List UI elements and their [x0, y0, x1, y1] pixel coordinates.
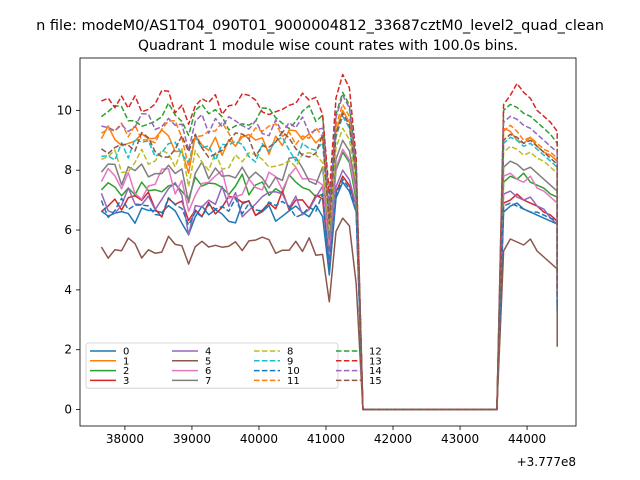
legend-label-14: 14	[369, 366, 382, 377]
series-line-6	[100, 148, 558, 411]
x-offset-label: +3.777e8	[517, 455, 576, 469]
legend-label-2: 2	[123, 366, 129, 377]
series-line-11	[101, 103, 558, 411]
series-line-14	[101, 94, 558, 411]
series-line-15	[100, 112, 558, 411]
legend-label-4: 4	[205, 347, 211, 358]
legend-label-6: 6	[205, 366, 211, 377]
x-tick-label: 38000	[106, 432, 144, 446]
series-line-1	[100, 109, 558, 411]
legend-label-15: 15	[369, 376, 382, 387]
legend-label-5: 5	[205, 356, 211, 367]
series-line-9	[101, 115, 558, 411]
legend-label-9: 9	[287, 356, 293, 367]
series-line-10	[100, 178, 558, 411]
series-line-13	[101, 73, 558, 411]
series-line-4	[100, 169, 558, 411]
series-line-12	[100, 91, 558, 411]
x-tick-label: 39000	[173, 432, 211, 446]
series-line-8	[101, 127, 558, 411]
y-tick-label: 2	[64, 343, 72, 357]
y-tick-label: 6	[64, 223, 72, 237]
legend-label-3: 3	[123, 376, 129, 387]
legend-label-0: 0	[123, 347, 129, 358]
y-tick-label: 0	[64, 403, 72, 417]
legend-label-12: 12	[369, 347, 382, 358]
x-tick-label: 41000	[307, 432, 345, 446]
legend-label-8: 8	[287, 347, 293, 358]
y-tick-label: 8	[64, 163, 72, 177]
legend-label-7: 7	[205, 376, 211, 387]
series-line-2	[100, 151, 558, 411]
y-tick-label: 10	[57, 103, 72, 117]
legend-label-11: 11	[287, 376, 300, 387]
series-line-7	[100, 139, 558, 411]
legend-label-1: 1	[123, 356, 129, 367]
x-axis: 38000 39000 40000 41000 42000 43000 44000	[106, 426, 546, 446]
plot-frame	[79, 57, 577, 427]
series-line-5	[100, 217, 558, 411]
x-tick-label: 44000	[508, 432, 546, 446]
x-tick-label: 43000	[441, 432, 479, 446]
y-axis: 0 2 4 6 8 10	[57, 103, 80, 417]
series-layer	[100, 73, 558, 411]
legend-box	[85, 342, 339, 389]
legend-label-13: 13	[369, 356, 382, 367]
chart-suptitle: n file: modeM0/AS1T04_090T01_9000004812_…	[36, 18, 604, 34]
x-tick-label: 42000	[374, 432, 412, 446]
legend-label-10: 10	[287, 366, 300, 377]
y-tick-label: 4	[64, 283, 72, 297]
x-tick-label: 40000	[240, 432, 278, 446]
chart-title: Quadrant 1 module wise count rates with …	[138, 38, 518, 54]
